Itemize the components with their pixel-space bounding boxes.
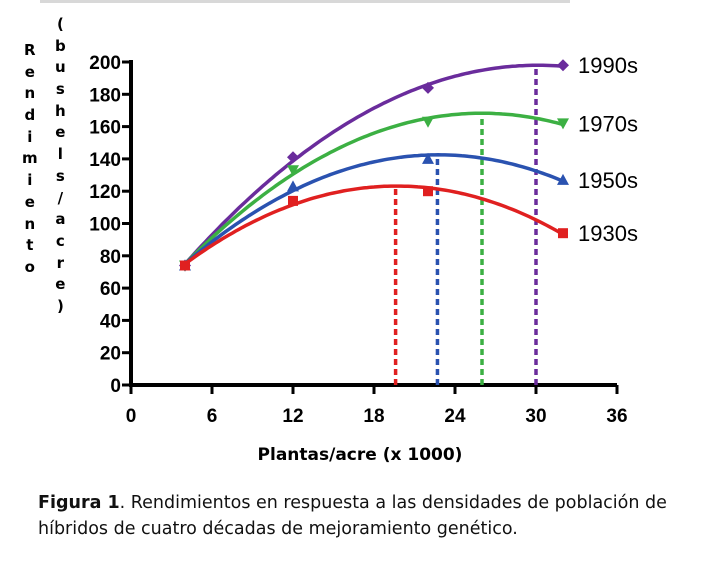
y-axis-label-right: (b u s h e l s / a c r e) [55,14,66,318]
y-label-left-letter: i [27,171,33,190]
x-tick-label: 36 [606,406,627,427]
y-label-right-letter: c [55,231,65,250]
y-label-right-letter: h [55,101,66,120]
y-label-right-letter: b [55,36,66,55]
y-label-right-letter: s [55,166,65,185]
data-point-1950s [287,180,299,192]
y-label-left-letter: n [24,214,36,233]
data-point-1970s [422,116,434,128]
data-point-1950s [557,173,569,185]
y-label-right-letter: ) [56,296,64,315]
data-point-1950s [422,152,434,164]
y-tick-label: 200 [89,53,121,74]
top-border [40,0,570,3]
data-point-1930s [558,228,568,239]
y-label-right-letter: / [57,188,64,207]
x-tick-label: 24 [444,406,466,427]
caption-text: . Rendimientos en respuesta a las densid… [38,493,667,539]
y-label-left-letter: t [26,236,34,255]
x-tick-label: 6 [207,406,218,427]
curve-1990s [183,63,564,266]
curve-1930s [183,184,564,266]
y-label-left-letter: e [24,192,35,211]
y-label-right-letter: a [55,210,66,229]
x-tick-label: 30 [525,406,546,427]
y-label-right-letter: l [57,145,63,164]
y-label-left-letter: n [24,84,36,103]
y-label-left-letter: d [24,106,36,125]
y-tick-label: 160 [89,118,121,139]
x-axis-label: Plantas/acre (x 1000) [258,445,463,465]
data-point-1930s [180,260,190,271]
y-label-left-letter: o [24,257,35,276]
legend-label-1970s: 1970s [578,111,638,136]
curve-1950s [183,153,564,266]
y-tick-label: 100 [89,215,121,236]
data-point-1970s [287,165,299,177]
y-label-left-letter: R [24,41,36,59]
x-tick-label: 0 [126,406,137,427]
y-label-left-letter: e [24,62,35,81]
y-label-left-letter: m [22,149,38,168]
data-point-1990s [557,59,569,72]
y-tick-label: 140 [89,150,121,171]
y-label-right-letter: e [55,123,66,142]
legend-label-1930s: 1930s [578,221,638,246]
data-point-1990s [287,151,299,164]
legend-label-1990s: 1990s [578,53,638,78]
data-point-1990s [422,81,434,94]
y-label-right-letter: e [55,275,66,294]
y-label-right-letter: u [55,58,66,77]
figure-caption: Figura 1. Rendimientos en respuesta a la… [38,490,698,542]
caption-label: Figura 1 [38,493,120,513]
y-label-left-letter: i [27,127,33,146]
y-tick-label: 120 [89,182,121,203]
curve-1970s [183,111,564,266]
data-point-1970s [557,118,569,130]
y-tick-label: 80 [100,247,121,268]
x-tick-label: 12 [282,406,303,427]
y-label-right-letter: r [56,253,65,272]
y-tick-label: 20 [100,344,121,365]
data-point-1930s [288,195,298,206]
data-point-1930s [423,186,433,197]
y-tick-label: 60 [100,279,121,300]
legend-label-1950s: 1950s [578,168,638,193]
y-label-right-letter: ( [56,15,64,33]
chart: 0 6 12 18 24 30 36 0 20 40 60 80 100 120 140 160 180 200 P… [89,53,638,465]
y-tick-label: 180 [89,85,121,106]
y-tick-label: 0 [110,376,121,397]
x-tick-label: 18 [363,406,384,427]
y-tick-label: 40 [100,311,121,332]
y-label-right-letter: s [55,80,65,99]
